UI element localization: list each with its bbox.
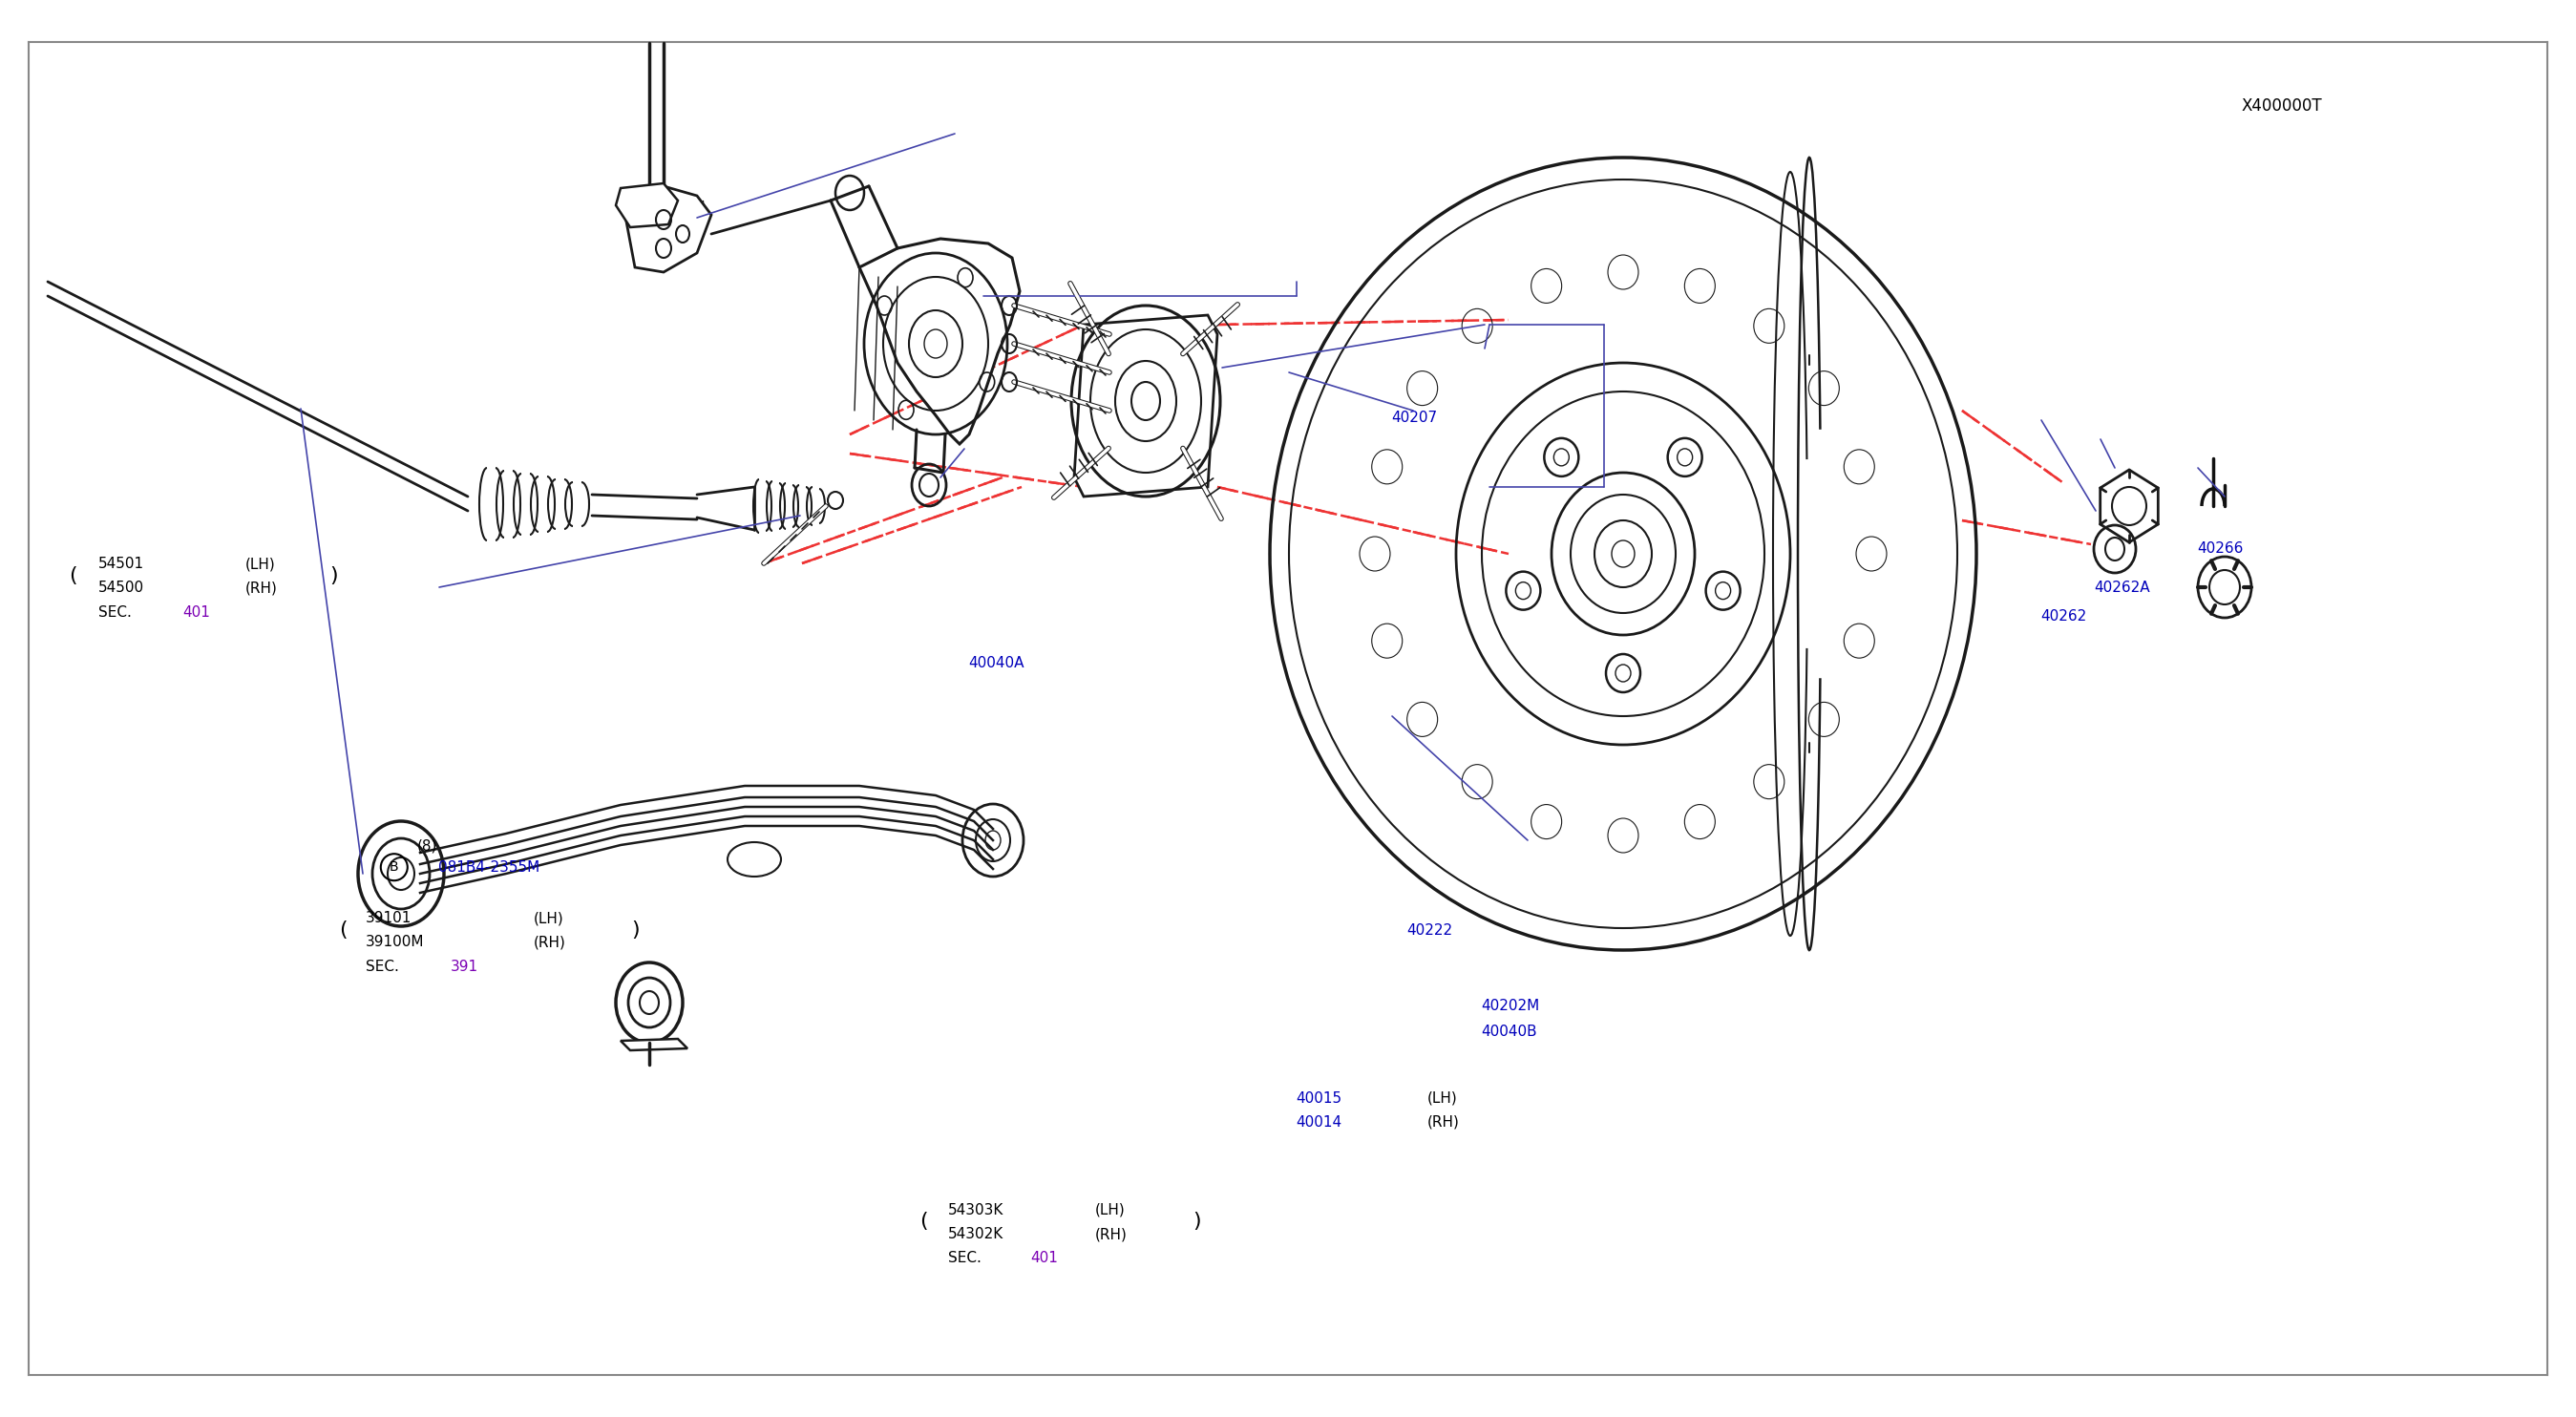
Text: (LH): (LH) xyxy=(1095,1203,1126,1217)
Text: 54501: 54501 xyxy=(98,557,144,571)
Text: 40266: 40266 xyxy=(2197,541,2244,555)
Text: 39101: 39101 xyxy=(366,911,412,925)
Text: 40262: 40262 xyxy=(2040,609,2087,623)
Text: 401: 401 xyxy=(183,605,211,619)
Text: 40222: 40222 xyxy=(1406,924,1453,938)
Text: (RH): (RH) xyxy=(1427,1115,1461,1129)
Text: (: ( xyxy=(920,1212,927,1231)
Text: 40040B: 40040B xyxy=(1481,1024,1538,1039)
Text: (RH): (RH) xyxy=(533,935,567,949)
Text: 391: 391 xyxy=(451,959,479,973)
Text: 39100M: 39100M xyxy=(366,935,425,949)
Text: 40202M: 40202M xyxy=(1481,999,1540,1013)
Text: 54303K: 54303K xyxy=(948,1203,1005,1217)
Text: 40262A: 40262A xyxy=(2094,581,2151,595)
Text: (8): (8) xyxy=(417,839,438,853)
Text: 54500: 54500 xyxy=(98,581,144,595)
Text: ): ) xyxy=(1193,1212,1200,1231)
Polygon shape xyxy=(616,183,677,227)
Text: 40207: 40207 xyxy=(1391,411,1437,425)
Text: B: B xyxy=(389,860,399,874)
Text: 54302K: 54302K xyxy=(948,1227,1005,1241)
Polygon shape xyxy=(2099,470,2159,543)
Text: 40015: 40015 xyxy=(1296,1091,1342,1105)
Text: (: ( xyxy=(70,565,77,585)
Text: 40040A: 40040A xyxy=(969,656,1025,670)
Text: SEC.: SEC. xyxy=(948,1251,981,1265)
Text: (LH): (LH) xyxy=(1427,1091,1458,1105)
Text: 40014: 40014 xyxy=(1296,1115,1342,1129)
Text: ): ) xyxy=(330,565,337,585)
Text: 081B4-2355M: 081B4-2355M xyxy=(438,860,538,874)
Polygon shape xyxy=(1074,315,1218,496)
Polygon shape xyxy=(621,186,711,272)
Text: (: ( xyxy=(340,920,348,939)
Text: (RH): (RH) xyxy=(1095,1227,1128,1241)
Text: (LH): (LH) xyxy=(533,911,564,925)
Polygon shape xyxy=(621,1039,688,1050)
Text: X400000T: X400000T xyxy=(2241,98,2321,115)
Text: (LH): (LH) xyxy=(245,557,276,571)
Text: ): ) xyxy=(631,920,639,939)
Text: (RH): (RH) xyxy=(245,581,278,595)
Polygon shape xyxy=(860,238,1020,444)
Text: 401: 401 xyxy=(1030,1251,1059,1265)
Text: SEC.: SEC. xyxy=(98,605,131,619)
Ellipse shape xyxy=(616,962,683,1043)
Text: SEC.: SEC. xyxy=(366,959,399,973)
